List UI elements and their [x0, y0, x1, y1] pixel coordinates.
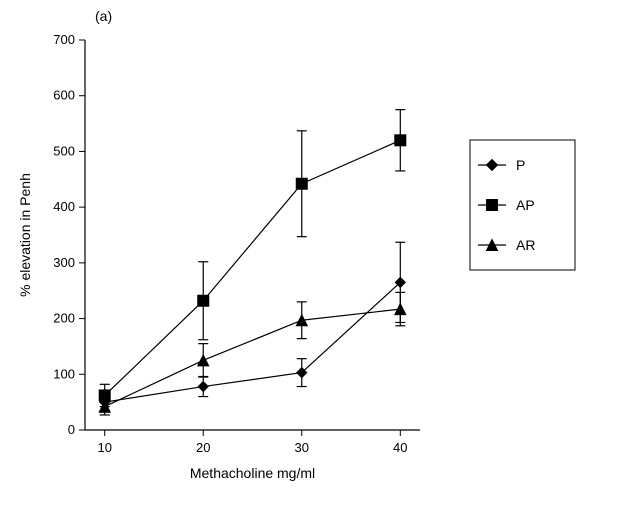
- svg-text:300: 300: [53, 255, 75, 270]
- svg-text:Methacholine mg/ml: Methacholine mg/ml: [190, 465, 315, 481]
- svg-text:600: 600: [53, 88, 75, 103]
- svg-text:0: 0: [68, 422, 75, 437]
- svg-text:40: 40: [393, 440, 407, 455]
- chart-container: (a) 0 100 200 300 400 500 600 700 10 20 30 40 Methac…: [0, 0, 621, 507]
- svg-text:30: 30: [295, 440, 309, 455]
- svg-text:20: 20: [196, 440, 210, 455]
- svg-text:% elevation in Penh: % elevation in Penh: [17, 173, 33, 297]
- panel-label: (a): [95, 8, 112, 24]
- svg-text:100: 100: [53, 366, 75, 381]
- svg-text:AR: AR: [516, 237, 535, 253]
- svg-text:P: P: [516, 157, 525, 173]
- chart-svg: 0 100 200 300 400 500 600 700 10 20 30 40 Methacholi…: [0, 0, 621, 507]
- svg-text:400: 400: [53, 199, 75, 214]
- svg-text:AP: AP: [516, 197, 535, 213]
- svg-text:500: 500: [53, 143, 75, 158]
- svg-text:10: 10: [97, 440, 111, 455]
- svg-text:700: 700: [53, 32, 75, 47]
- svg-text:200: 200: [53, 311, 75, 326]
